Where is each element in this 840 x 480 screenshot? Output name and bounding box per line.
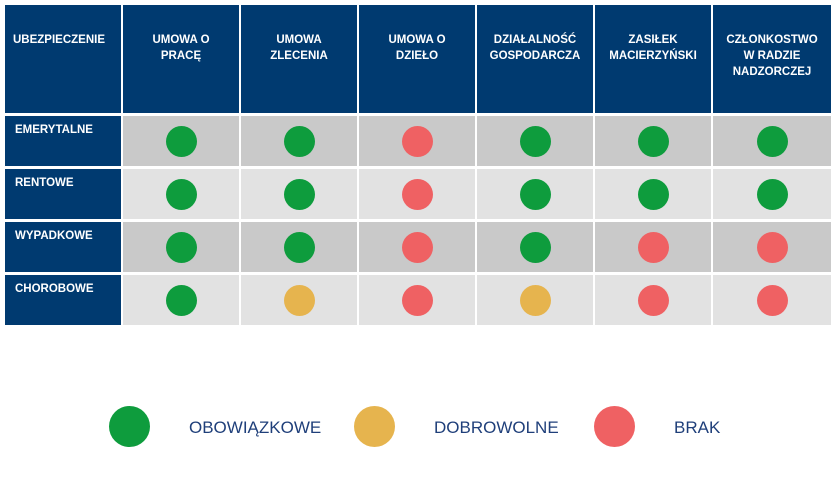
column-header-line: MACIERZYŃSKI: [609, 50, 697, 62]
table-cell: [477, 116, 593, 166]
status-dot: [519, 231, 551, 263]
status-dot: [756, 125, 788, 157]
legend-dot-voluntary: [354, 406, 395, 447]
column-header-line: GOSPODARCZA: [489, 50, 581, 62]
status-dot: [756, 284, 788, 316]
legend-label-voluntary: DOBROWOLNE: [434, 418, 559, 437]
column-header: DZIAŁALNOŚĆ GOSPODARCZA: [477, 5, 593, 113]
column-header: UMOWA O PRACĘ: [123, 5, 239, 113]
column-header-line: UMOWA O: [152, 34, 210, 46]
table-cell: [359, 275, 475, 325]
status-dot: [756, 231, 788, 263]
status-dot: [283, 125, 315, 157]
table-cell: [359, 222, 475, 272]
row-header: CHOROBOWE: [5, 275, 121, 325]
table-cell: [359, 116, 475, 166]
table-cell: [123, 222, 239, 272]
status-dot: [165, 284, 197, 316]
column-header-line: CZŁONKOSTWO: [726, 34, 818, 46]
insurance-table: UBEZPIECZENIE UMOWA O PRACĘ UMOWA ZLECEN…: [5, 5, 831, 325]
column-header: CZŁONKOSTWO W RADZIE NADZORCZEJ: [713, 5, 831, 113]
table-cell: [595, 275, 711, 325]
status-dot: [637, 125, 669, 157]
table-cell: [595, 222, 711, 272]
table-cell: [359, 169, 475, 219]
column-header-line: UMOWA: [276, 34, 322, 46]
status-dot: [283, 178, 315, 210]
status-dot: [165, 125, 197, 157]
status-dot: [637, 231, 669, 263]
legend-dot-required: [109, 406, 150, 447]
status-dot: [401, 178, 433, 210]
table-cell: [477, 275, 593, 325]
table-cell: [241, 275, 357, 325]
row-header: EMERYTALNE: [5, 116, 121, 166]
legend-label-required: OBOWIĄZKOWE: [189, 418, 322, 437]
table-cell: [713, 222, 831, 272]
column-header-line: ZLECENIA: [270, 50, 328, 62]
column-header-line: PRACĘ: [160, 50, 202, 62]
table-cell: [241, 222, 357, 272]
column-header-line: UMOWA O: [388, 34, 446, 46]
table-cell: [123, 116, 239, 166]
table-cell: [477, 222, 593, 272]
column-header-line: DZIAŁALNOŚĆ: [493, 34, 577, 46]
status-dot: [283, 284, 315, 316]
column-header-line: NADZORCZEJ: [732, 66, 812, 78]
column-header-line: ZASIŁEK: [628, 34, 678, 46]
corner-header: UBEZPIECZENIE: [5, 5, 121, 113]
table-cell: [477, 169, 593, 219]
row-header: WYPADKOWE: [5, 222, 121, 272]
status-dot: [637, 284, 669, 316]
table-cell: [123, 275, 239, 325]
column-header: UMOWA O DZIEŁO: [359, 5, 475, 113]
legend-dot-none: [594, 406, 635, 447]
column-header-line: W RADZIE: [743, 50, 801, 62]
status-dot: [165, 231, 197, 263]
table-cell: [713, 275, 831, 325]
table-cell: [713, 169, 831, 219]
legend: OBOWIĄZKOWE DOBROWOLNE BRAK: [0, 406, 840, 450]
table-cell: [595, 116, 711, 166]
status-dot: [519, 284, 551, 316]
table-cell: [123, 169, 239, 219]
status-dot: [519, 178, 551, 210]
legend-label-none: BRAK: [674, 418, 721, 437]
table-cell: [241, 116, 357, 166]
status-dot: [519, 125, 551, 157]
status-dot: [401, 231, 433, 263]
table-cell: [241, 169, 357, 219]
column-header: ZASIŁEK MACIERZYŃSKI: [595, 5, 711, 113]
column-header: UMOWA ZLECENIA: [241, 5, 357, 113]
status-dot: [165, 178, 197, 210]
table-cell: [595, 169, 711, 219]
status-dot: [283, 231, 315, 263]
status-dot: [756, 178, 788, 210]
status-dot: [637, 178, 669, 210]
status-dot: [401, 125, 433, 157]
row-header: RENTOWE: [5, 169, 121, 219]
column-header-line: DZIEŁO: [395, 50, 439, 62]
table-cell: [713, 116, 831, 166]
status-dot: [401, 284, 433, 316]
